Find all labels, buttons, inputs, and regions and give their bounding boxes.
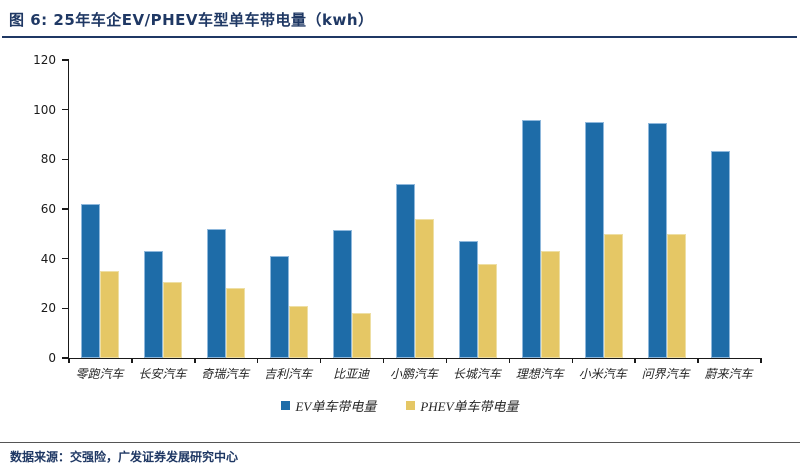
y-tick [62, 108, 69, 111]
legend-marker-phev-icon [406, 401, 416, 410]
y-tick [62, 357, 69, 359]
legend-item-phev: PHEV单车带电量 [406, 396, 519, 415]
title-divider [2, 36, 797, 38]
y-tick [62, 158, 69, 161]
bar-phev-长安汽车 [163, 282, 183, 358]
footer-divider [0, 442, 800, 443]
x-tick [68, 358, 70, 363]
bar-ev-吉利汽车 [270, 256, 290, 358]
x-axis-category-label: 蔚来汽车 [704, 367, 753, 381]
bar-phev-零跑汽车 [100, 271, 120, 358]
x-tick [382, 358, 385, 363]
plot-area [62, 59, 762, 363]
y-tick [62, 59, 69, 61]
y-tick [62, 307, 69, 310]
x-tick [319, 358, 322, 363]
source-note: 数据来源：交强险，广发证券发展研究中心 [10, 450, 239, 464]
bar-ev-比亚迪 [333, 230, 353, 358]
x-axis-category-label: 小鹏汽车 [389, 367, 438, 381]
bar-phev-奇瑞汽车 [226, 288, 246, 358]
bar-phev-小米汽车 [603, 233, 623, 358]
x-tick [256, 358, 259, 363]
legend-label: EV单车带电量 [295, 399, 377, 414]
x-axis-category-label: 长城汽车 [452, 367, 501, 381]
x-tick [508, 358, 511, 363]
legend-label: PHEV单车带电量 [420, 399, 519, 414]
x-axis-category-label: 零跑汽车 [75, 367, 124, 381]
y-tick [62, 208, 69, 210]
x-axis-category-label: 理想汽车 [515, 367, 564, 381]
bar-ev-问界汽车 [647, 123, 667, 358]
y-axis-tick-label: 120 [33, 53, 56, 67]
bar-phev-比亚迪 [352, 313, 372, 358]
bar-phev-小鹏汽车 [415, 218, 434, 358]
bar-phev-吉利汽车 [289, 305, 309, 358]
bar-ev-零跑汽车 [81, 204, 101, 358]
x-axis-category-label: 比亚迪 [333, 367, 370, 381]
bar-ev-蔚来汽车 [710, 150, 730, 358]
x-tick [760, 358, 762, 363]
x-axis-category-label: 奇瑞汽车 [201, 367, 250, 381]
x-axis-category-label: 长安汽车 [138, 367, 187, 381]
y-axis-tick-label: 60 [40, 202, 56, 216]
bar-phev-理想汽车 [540, 251, 560, 358]
x-tick [445, 358, 448, 363]
chart-legend: EV单车带电量 PHEV单车带电量 [0, 396, 800, 415]
bar-ev-小鹏汽车 [396, 184, 415, 358]
x-tick [131, 358, 133, 363]
bar-ev-小米汽车 [584, 122, 604, 358]
x-axis-category-label: 问界汽车 [641, 367, 690, 381]
bar-ev-长安汽车 [144, 251, 164, 358]
y-axis-tick-label: 20 [40, 301, 56, 316]
bar-ev-长城汽车 [458, 241, 478, 358]
legend-marker-ev-icon [281, 401, 291, 410]
x-tick [571, 358, 574, 363]
y-axis-tick-label: 80 [40, 152, 56, 167]
x-axis-category-label: 小米汽车 [578, 367, 627, 381]
x-tick [194, 358, 196, 363]
y-axis-tick-label: 0 [48, 351, 56, 365]
x-axis-category-label: 吉利汽车 [264, 367, 313, 381]
x-tick [634, 358, 636, 363]
y-axis-tick-label: 100 [33, 102, 56, 117]
y-axis-tick-label: 40 [40, 251, 56, 266]
bar-ev-理想汽车 [521, 119, 541, 358]
figure-title: 图 6: 25年车企EV/PHEV车型单车带电量（kwh） [9, 11, 374, 29]
legend-item-ev: EV单车带电量 [281, 396, 376, 415]
y-tick [62, 257, 69, 260]
x-tick [697, 358, 699, 363]
bar-chart: EV单车带电量 PHEV单车带电量 0 20 40 60 80 100 120 零跑汽车 长安汽车… [0, 38, 800, 438]
bar-phev-问界汽车 [666, 233, 686, 358]
bar-phev-长城汽车 [477, 263, 497, 358]
bar-ev-奇瑞汽车 [207, 228, 227, 358]
